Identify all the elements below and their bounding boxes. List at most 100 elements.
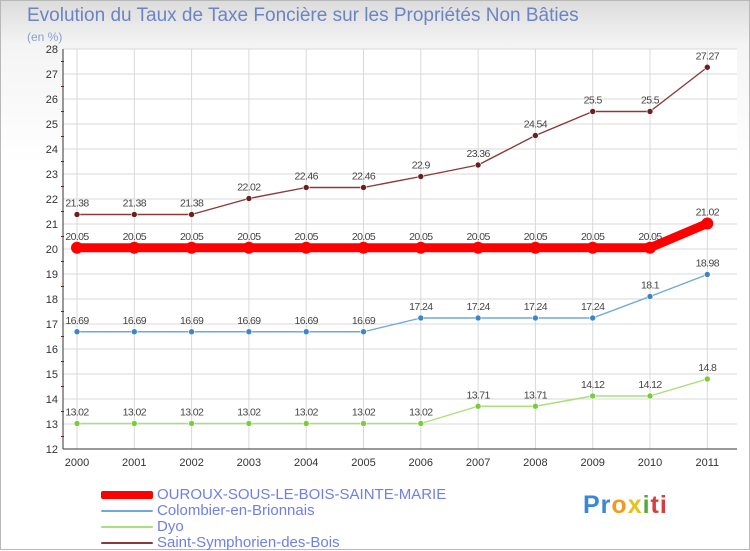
data-point-dyo <box>417 420 425 427</box>
legend-item-ouroux: OUROUX-SOUS-LE-BOIS-SAINTE-MARIE <box>101 487 446 503</box>
data-point-colombier-en-brionnais <box>646 293 654 300</box>
data-point-dyo <box>589 392 597 400</box>
legend-item-colombier: Colombier-en-Brionnais <box>101 503 446 519</box>
data-point-ouroux-sous-le-bois-sainte-marie <box>242 241 255 254</box>
data-label-ouroux-sous-le-bois-sainte-marie: 20.05 <box>123 231 147 243</box>
y-tick-label: 26 <box>46 94 58 106</box>
y-tick-label: 15 <box>46 369 58 381</box>
data-point-colombier-en-brionnais <box>417 314 425 322</box>
data-label-dyo: 14.8 <box>698 362 717 374</box>
y-tick-label: 14 <box>46 394 58 406</box>
data-label-saint-symphorien-des-bois: 22.02 <box>237 182 261 194</box>
data-point-saint-symphorien-des-bois <box>703 63 711 71</box>
y-tick-label: 23 <box>46 169 58 181</box>
proxiti-logo: Proxiti <box>583 491 668 519</box>
data-label-colombier-en-brionnais: 18.1 <box>641 280 660 292</box>
data-label-dyo: 13.02 <box>237 407 261 419</box>
data-point-ouroux-sous-le-bois-sainte-marie <box>185 241 198 254</box>
data-point-dyo <box>188 420 195 427</box>
data-point-colombier-en-brionnais <box>532 314 539 322</box>
data-label-saint-symphorien-des-bois: 24.54 <box>524 119 548 131</box>
data-point-ouroux-sous-le-bois-sainte-marie <box>644 241 656 254</box>
y-tick-label: 25 <box>46 119 58 131</box>
data-label-colombier-en-brionnais: 16.69 <box>237 315 261 327</box>
legend-label-saint-symphorien: Saint-Symphorien-des-Bois <box>157 534 340 551</box>
data-label-colombier-en-brionnais: 17.24 <box>524 301 548 313</box>
data-label-ouroux-sous-le-bois-sainte-marie: 20.05 <box>180 231 204 243</box>
data-point-dyo <box>532 402 539 410</box>
series-line-dyo <box>76 378 708 425</box>
x-tick-label: 2004 <box>294 457 318 469</box>
data-label-saint-symphorien-des-bois: 21.38 <box>180 198 204 210</box>
legend-item-dyo: Dyo <box>101 519 446 535</box>
data-label-dyo: 13.71 <box>524 389 548 401</box>
data-label-dyo: 13.02 <box>65 407 89 419</box>
legend-swatch-colombier <box>101 510 153 512</box>
series-line-colombier-en-brionnais <box>76 273 708 333</box>
data-point-ouroux-sous-le-bois-sainte-marie <box>357 241 370 254</box>
data-point-ouroux-sous-le-bois-sainte-marie <box>128 241 141 254</box>
chart-title: Evolution du Taux de Taxe Foncière sur l… <box>27 5 579 26</box>
y-tick-label: 22 <box>46 194 58 206</box>
data-label-dyo: 13.71 <box>466 389 490 401</box>
data-label-ouroux-sous-le-bois-sainte-marie: 20.05 <box>237 231 261 243</box>
data-point-dyo <box>360 420 367 427</box>
data-point-saint-symphorien-des-bois <box>245 195 253 202</box>
data-label-colombier-en-brionnais: 16.69 <box>180 315 204 327</box>
data-label-saint-symphorien-des-bois: 22.46 <box>295 171 319 183</box>
y-tick-label: 12 <box>46 444 58 456</box>
data-label-colombier-en-brionnais: 16.69 <box>123 315 147 327</box>
y-tick-label: 27 <box>46 69 58 81</box>
data-point-ouroux-sous-le-bois-sainte-marie <box>414 241 427 254</box>
data-point-ouroux-sous-le-bois-sainte-marie <box>71 241 83 254</box>
data-point-saint-symphorien-des-bois <box>360 184 367 191</box>
x-tick-label: 2010 <box>638 457 662 469</box>
x-tick-label: 2003 <box>237 457 261 469</box>
data-label-dyo: 13.02 <box>295 407 319 419</box>
data-point-dyo <box>131 420 138 427</box>
data-label-saint-symphorien-des-bois: 23.36 <box>466 148 490 160</box>
data-label-dyo: 13.02 <box>123 407 147 419</box>
data-label-saint-symphorien-des-bois: 21.38 <box>123 198 147 210</box>
data-label-saint-symphorien-des-bois: 27.27 <box>696 50 720 62</box>
data-label-ouroux-sous-le-bois-sainte-marie: 20.05 <box>352 231 376 243</box>
x-tick-label: 2009 <box>580 457 604 469</box>
legend-swatch-ouroux <box>101 491 153 499</box>
x-tick-label: 2005 <box>351 457 375 469</box>
y-tick-label: 24 <box>46 144 58 156</box>
data-label-ouroux-sous-le-bois-sainte-marie: 20.05 <box>409 231 433 243</box>
data-label-colombier-en-brionnais: 17.24 <box>581 301 605 313</box>
data-label-ouroux-sous-le-bois-sainte-marie: 20.05 <box>581 231 605 243</box>
data-point-colombier-en-brionnais <box>302 328 310 336</box>
data-point-colombier-en-brionnais <box>188 328 195 336</box>
data-label-colombier-en-brionnais: 17.24 <box>466 301 490 313</box>
data-point-colombier-en-brionnais <box>73 328 81 336</box>
data-label-saint-symphorien-des-bois: 22.46 <box>352 171 376 183</box>
data-point-dyo <box>73 420 81 427</box>
y-tick-label: 20 <box>46 244 58 256</box>
y-tick-label: 13 <box>46 419 58 431</box>
data-label-ouroux-sous-le-bois-sainte-marie: 20.05 <box>65 231 89 243</box>
data-label-ouroux-sous-le-bois-sainte-marie: 20.05 <box>466 231 490 243</box>
data-point-saint-symphorien-des-bois <box>131 211 138 218</box>
x-tick-label: 2000 <box>65 457 89 469</box>
y-tick-label: 21 <box>46 219 58 231</box>
data-point-colombier-en-brionnais <box>703 271 711 278</box>
chart-unit-label: (en %) <box>27 30 63 44</box>
data-point-saint-symphorien-des-bois <box>646 108 654 115</box>
x-tick-label: 2002 <box>179 457 203 469</box>
data-point-saint-symphorien-des-bois <box>73 211 81 218</box>
y-tick-label: 16 <box>46 344 58 356</box>
data-label-ouroux-sous-le-bois-sainte-marie: 20.05 <box>638 231 662 243</box>
x-tick-label: 2011 <box>695 457 719 469</box>
series-line-ouroux-sous-le-bois-sainte-marie <box>72 219 712 253</box>
data-label-colombier-en-brionnais: 16.69 <box>352 315 376 327</box>
data-point-colombier-en-brionnais <box>360 328 367 336</box>
data-point-dyo <box>302 420 310 427</box>
y-tick-label: 18 <box>46 294 58 306</box>
data-label-saint-symphorien-des-bois: 25.5 <box>641 95 660 107</box>
data-label-saint-symphorien-des-bois: 22.9 <box>412 160 431 172</box>
data-label-colombier-en-brionnais: 17.24 <box>409 301 433 313</box>
data-point-saint-symphorien-des-bois <box>532 132 539 139</box>
data-point-colombier-en-brionnais <box>589 314 597 322</box>
